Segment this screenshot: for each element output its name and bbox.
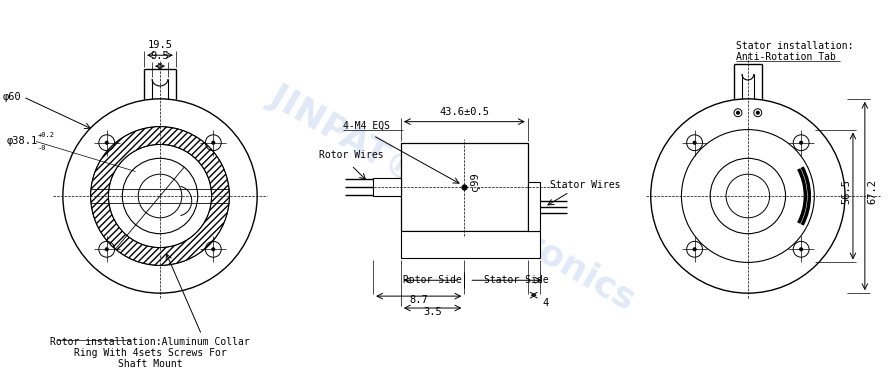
Text: Stator Wires: Stator Wires: [549, 180, 620, 190]
Text: φ60: φ60: [3, 92, 21, 102]
Bar: [401, 231, 539, 258]
Text: Ring With 4sets Screws For: Ring With 4sets Screws For: [74, 348, 227, 358]
Bar: [401, 143, 528, 231]
Circle shape: [212, 141, 215, 144]
Text: φ38.1: φ38.1: [6, 136, 38, 147]
Text: Rotor Wires: Rotor Wires: [319, 151, 383, 160]
Text: Stator Side: Stator Side: [484, 275, 548, 285]
Text: 3.5: 3.5: [423, 307, 442, 317]
Text: 56.5: 56.5: [841, 178, 851, 203]
Text: +0.2: +0.2: [38, 132, 55, 138]
Circle shape: [105, 141, 108, 144]
Circle shape: [799, 248, 803, 251]
Text: 19.5: 19.5: [147, 40, 172, 50]
Text: 4-M4 EQS: 4-M4 EQS: [344, 121, 390, 131]
Text: 43.6±0.5: 43.6±0.5: [439, 107, 489, 117]
Text: 4: 4: [543, 298, 549, 308]
Bar: [373, 178, 401, 196]
Circle shape: [105, 248, 108, 251]
Circle shape: [693, 248, 696, 251]
Circle shape: [756, 111, 759, 114]
Circle shape: [212, 248, 215, 251]
Text: Shaft Mount: Shaft Mount: [118, 359, 182, 368]
Circle shape: [737, 111, 739, 114]
Text: Stator installation:: Stator installation:: [736, 41, 854, 51]
Text: Rotor installation:Aluminum Collar: Rotor installation:Aluminum Collar: [50, 337, 250, 347]
Text: 8.7: 8.7: [409, 295, 428, 305]
Text: JINPAT®  Electronics: JINPAT® Electronics: [264, 78, 641, 316]
Text: -0: -0: [38, 145, 46, 151]
Bar: [528, 182, 539, 231]
Text: Rotor Side: Rotor Side: [404, 275, 462, 285]
Text: 67.2: 67.2: [868, 178, 878, 203]
Text: 9.5: 9.5: [151, 51, 170, 61]
Text: ς99: ς99: [471, 173, 480, 192]
Circle shape: [693, 141, 696, 144]
Text: Anti-Rotation Tab: Anti-Rotation Tab: [736, 52, 836, 62]
Circle shape: [799, 141, 803, 144]
